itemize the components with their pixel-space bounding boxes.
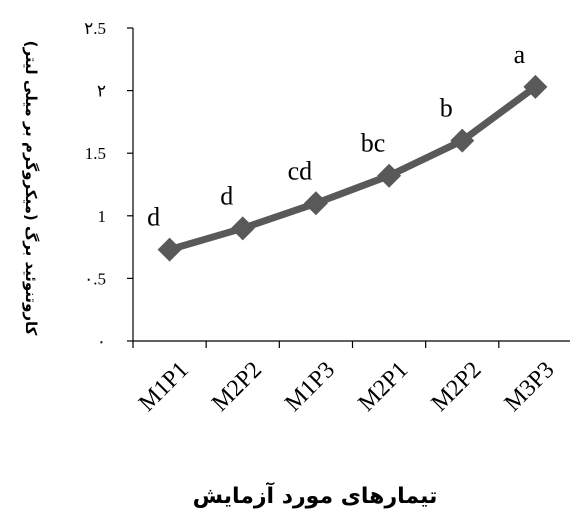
y-tick-label: 1	[98, 207, 107, 226]
x-tick-label: M2P1	[353, 357, 413, 417]
x-tick-label: M1P1	[134, 357, 194, 417]
data-label: d	[147, 203, 160, 232]
y-tick-label: ٠.5	[84, 269, 106, 288]
data-point-marker	[157, 237, 182, 262]
labels-layer: d d cd bc b a	[147, 40, 526, 232]
data-point-marker	[230, 216, 255, 241]
series-line	[168, 84, 538, 253]
y-tick-label: 1.5	[85, 144, 106, 163]
x-tick-label: M3P3	[500, 357, 560, 417]
y-tick-label: ٢	[97, 82, 106, 101]
y-tick-label: ٠	[97, 332, 106, 351]
series-layer	[157, 74, 548, 262]
data-label: b	[440, 94, 453, 123]
data-point-marker	[377, 163, 402, 188]
data-label: bc	[361, 129, 386, 158]
x-tick-label: M1P3	[280, 357, 340, 417]
data-label: a	[514, 40, 526, 69]
data-label: d	[220, 181, 233, 210]
y-tick-label: ٢.5	[84, 19, 106, 38]
data-point-marker	[523, 74, 548, 99]
x-tick-label: M2P2	[427, 357, 487, 417]
data-point-marker	[450, 128, 475, 153]
x-axis-title: تیمارهای مورد آزمایش	[193, 481, 438, 509]
y-axis-title: کاروتنوئید برگ (میکروگرم بر میلی لیتر)	[22, 41, 40, 336]
x-tick-label: M2P2	[207, 357, 267, 417]
data-label: cd	[288, 156, 313, 185]
data-point-marker	[303, 191, 328, 216]
